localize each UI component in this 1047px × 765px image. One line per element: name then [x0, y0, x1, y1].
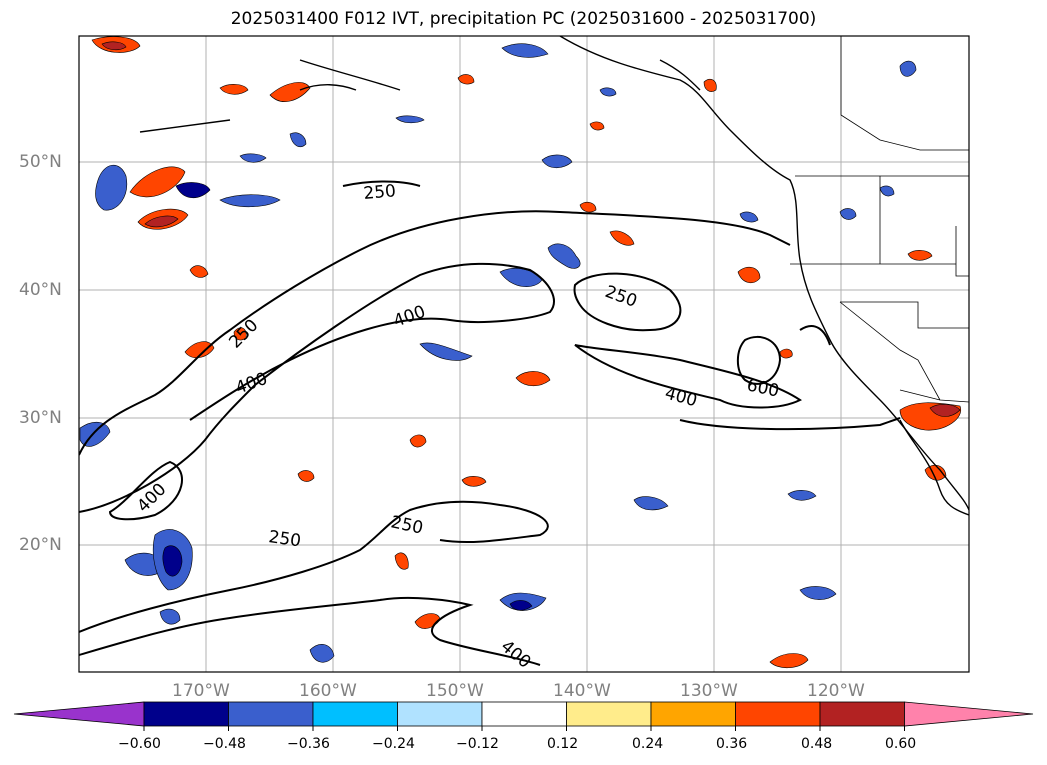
- colorbar-bin: [735, 701, 821, 727]
- contour-label: 400: [391, 302, 428, 332]
- lon-label-140w: 140°W: [553, 681, 611, 701]
- contour-label: 250: [267, 527, 302, 551]
- lat-label-30n: 30°N: [19, 408, 62, 428]
- lat-label-40n: 40°N: [19, 280, 62, 300]
- colorbar-bin: [228, 701, 314, 727]
- colorbar-tick-label: 0.36: [716, 736, 748, 752]
- precip-positive-blobs: [91, 36, 962, 669]
- colorbar-tick-label: 0.48: [801, 736, 833, 752]
- lon-label-150w: 150°W: [426, 681, 484, 701]
- contour-label: 400: [133, 479, 170, 516]
- lon-label-130w: 130°W: [680, 681, 738, 701]
- colorbar-tick-label: 0.60: [885, 736, 917, 752]
- contour-label: 400: [497, 637, 535, 673]
- coastlines: [139, 36, 969, 516]
- colorbar-bin: [650, 701, 736, 727]
- colorbar-extend-min: [13, 701, 145, 727]
- colorbar-tick-label: −0.48: [203, 736, 246, 752]
- colorbar-bin: [312, 701, 398, 727]
- colorbar-ticks: [143, 726, 905, 731]
- map-frame: [78, 35, 970, 673]
- colorbar: [13, 701, 1034, 727]
- colorbar-bin: [481, 701, 567, 727]
- contour-label: 400: [233, 369, 270, 399]
- contour-label: 600: [745, 375, 781, 401]
- colorbar-tick-label: −0.60: [118, 736, 161, 752]
- colorbar-bin: [143, 701, 229, 727]
- lat-label-20n: 20°N: [19, 535, 62, 555]
- colorbar-bin: [819, 701, 905, 727]
- precip-negative-blobs: [79, 43, 917, 663]
- contour-label: 250: [363, 181, 397, 204]
- colorbar-tick-label: −0.36: [287, 736, 330, 752]
- map-title: 2025031400 F012 IVT, precipitation PC (2…: [230, 9, 817, 29]
- contour-label: 250: [389, 512, 425, 538]
- colorbar-tick-label: −0.12: [456, 736, 499, 752]
- contour-label: 250: [602, 282, 639, 312]
- ivt-contours: [79, 180, 901, 666]
- colorbar-tick-label: 0.12: [547, 736, 579, 752]
- state-borders: [790, 36, 969, 403]
- colorbar-bin: [397, 701, 483, 727]
- lon-label-120w: 120°W: [807, 681, 865, 701]
- lon-label-170w: 170°W: [172, 681, 230, 701]
- colorbar-tick-label: −0.24: [372, 736, 415, 752]
- contour-label: 400: [663, 384, 700, 412]
- lat-label-50n: 50°N: [19, 152, 62, 172]
- colorbar-tick-label: 0.24: [632, 736, 664, 752]
- colorbar-bin: [566, 701, 652, 727]
- gridlines: [79, 36, 969, 672]
- contour-label: 250: [225, 315, 262, 352]
- colorbar-extend-max: [904, 701, 1034, 727]
- lon-label-160w: 160°W: [299, 681, 357, 701]
